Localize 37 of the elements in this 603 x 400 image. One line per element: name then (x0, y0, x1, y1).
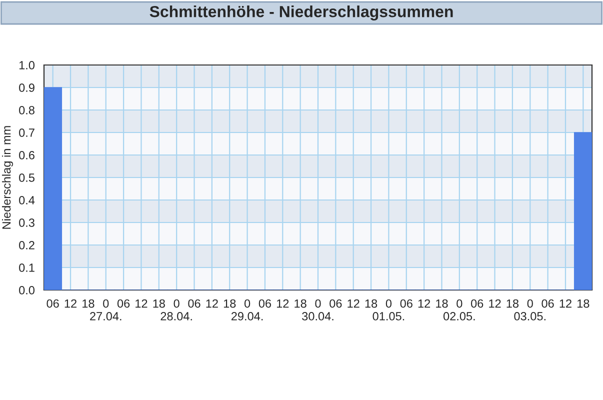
x-tick-label: 12 (64, 299, 76, 308)
x-tick-label: 12 (489, 299, 501, 308)
y-axis-title: Niederschlag in mm (2, 126, 14, 229)
y-tick-label: 0.1 (19, 264, 34, 272)
y-tick-label: 0.7 (19, 128, 34, 137)
y-tick-label: 0.4 (19, 196, 35, 204)
x-tick-label: 18 (82, 299, 94, 308)
x-tick-label: 18 (153, 299, 165, 308)
x-tick-label: 18 (224, 299, 236, 308)
x-tick-label: 06 (470, 299, 484, 308)
x-tick-label: 06 (258, 299, 272, 308)
x-tick-label: 12 (348, 299, 360, 308)
x-tick-label: 18 (365, 299, 378, 308)
x-tick-label: 12 (560, 299, 572, 308)
y-tick-label: 1.0 (19, 61, 35, 70)
x-tick-label: 12 (418, 299, 430, 308)
x-tick-label: 12 (136, 299, 148, 308)
x-tick-label: 18 (294, 299, 306, 308)
y-tick-label: 0.9 (19, 84, 34, 92)
x-tick-label: 18 (506, 299, 519, 308)
x-tick-label: 06 (542, 299, 554, 308)
x-tick-label: 18 (577, 299, 590, 308)
y-tick-label: 0.6 (19, 151, 34, 160)
x-tick-label: 12 (206, 299, 218, 308)
chart-title: Schmittenhöhe - Niederschlagssummen (150, 6, 453, 20)
y-tick-label: 0.2 (19, 241, 34, 250)
y-tick-label: 0.3 (19, 218, 34, 227)
x-tick-label: 06 (46, 299, 59, 308)
y-tick-label: 0.5 (19, 174, 34, 182)
x-tick-label: 06 (400, 299, 412, 308)
x-tick-label: 12 (276, 299, 289, 308)
y-tick-label: 0.0 (19, 286, 35, 294)
x-tick-label: 18 (436, 299, 448, 308)
x-tick-label: 06 (117, 299, 130, 308)
x-tick-label: 06 (330, 299, 342, 308)
y-tick-label: 0.8 (19, 106, 34, 114)
x-tick-label: 06 (188, 299, 200, 308)
